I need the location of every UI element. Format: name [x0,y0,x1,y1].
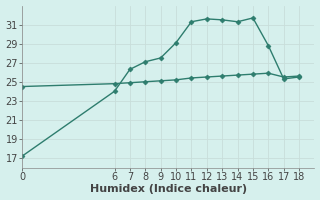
X-axis label: Humidex (Indice chaleur): Humidex (Indice chaleur) [90,184,247,194]
